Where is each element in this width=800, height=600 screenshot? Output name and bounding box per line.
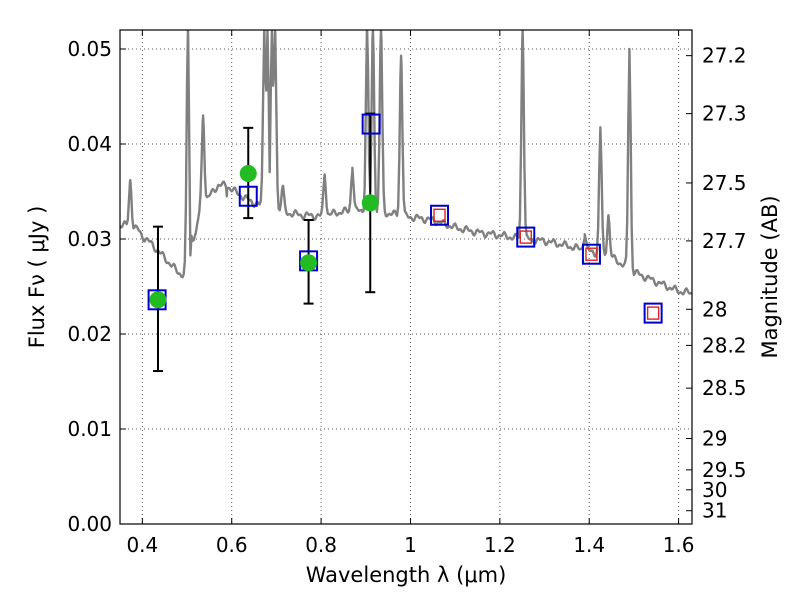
mag-tick-label: 29: [702, 427, 727, 451]
model-square-red: [585, 247, 598, 261]
model-square-blue: [430, 204, 450, 226]
y-tick-label: 0.04: [67, 132, 112, 156]
x-axis-label: Wavelength λ (μm): [306, 563, 507, 587]
y-tick-label: 0.05: [67, 37, 112, 61]
y-tick-label: 0.03: [67, 227, 112, 251]
mag-tick-label: 28: [702, 297, 727, 321]
spectrum-line: [120, 30, 692, 296]
observed-point: [300, 254, 318, 272]
x-tick-label: 0.4: [126, 533, 158, 557]
model-square-red: [646, 306, 660, 320]
x-tick-label: 0.6: [216, 533, 248, 557]
y-tick-label: 0.00: [67, 512, 112, 536]
mag-tick-label: 28.5: [702, 376, 747, 400]
model-square-blue: [238, 185, 258, 207]
x-tick-label: 0.8: [305, 533, 337, 557]
mag-tick-label: 27.3: [702, 102, 747, 126]
model-square-red: [519, 230, 532, 244]
observed-point: [149, 291, 167, 309]
marker-layer: [147, 112, 663, 373]
tick-layer: 0.4 0.6 0.8 1 1.2 1.4 1.6 0.00 0.01 0.02 0.03 0.04 0…: [67, 30, 747, 557]
model-square-blue: [516, 226, 536, 248]
grid: [120, 30, 692, 525]
x-tick-label: 1.2: [484, 533, 516, 557]
plot-frame: [119, 29, 693, 525]
observed-point: [361, 194, 379, 212]
model-square-blue: [361, 113, 381, 135]
mag-tick-label: 29.5: [702, 458, 747, 482]
model-square-blue: [581, 243, 601, 265]
y-axis-right-label: Magnitude (AB): [758, 195, 782, 358]
x-tick-label: 1.4: [573, 533, 605, 557]
model-square-blue: [643, 302, 663, 324]
model-square-red: [433, 208, 446, 222]
y-tick-label: 0.01: [67, 417, 112, 441]
x-tick-label: 1.6: [663, 533, 695, 557]
mag-tick-label: 30: [702, 478, 727, 502]
mag-tick-label: 28.2: [702, 333, 747, 357]
mag-tick-label: 31: [702, 499, 727, 523]
spectrum-layer: [120, 30, 692, 296]
mag-tick-label: 27.2: [702, 44, 747, 68]
y-axis-label: Flux Fν ( μJy ): [25, 206, 49, 349]
observed-point: [239, 164, 257, 182]
y-tick-label: 0.02: [67, 322, 112, 346]
mag-tick-label: 27.7: [702, 229, 747, 253]
x-tick-label: 1: [404, 533, 417, 557]
mag-tick-label: 27.5: [702, 171, 747, 195]
